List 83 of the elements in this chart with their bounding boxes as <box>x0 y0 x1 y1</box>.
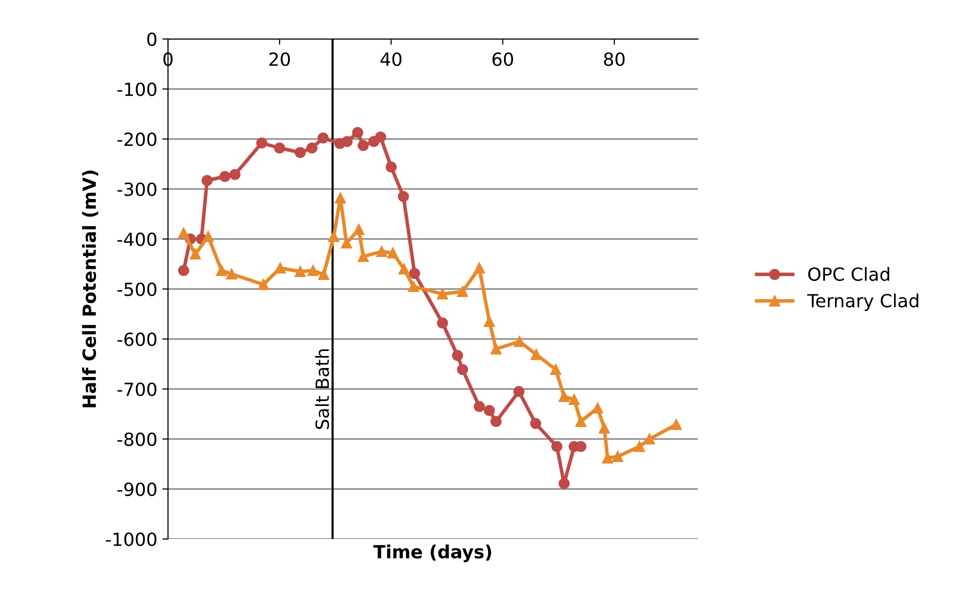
point <box>436 317 448 329</box>
point <box>436 288 448 300</box>
point <box>387 247 398 259</box>
point <box>530 418 542 430</box>
point <box>484 316 495 328</box>
y-tick-label: -500 <box>117 282 156 296</box>
y-tick-label: -700 <box>117 382 156 396</box>
ref-line-label: Salt Bath <box>315 349 330 429</box>
point <box>178 264 190 276</box>
point <box>190 248 201 260</box>
point <box>558 478 570 490</box>
point <box>530 348 542 360</box>
x-tick-label: 60 <box>492 52 514 66</box>
point <box>490 343 502 355</box>
point <box>375 131 386 143</box>
x-tick-label: 80 <box>604 52 625 66</box>
point <box>216 264 228 276</box>
point <box>178 227 190 239</box>
point <box>612 450 624 462</box>
point <box>258 278 269 290</box>
point <box>229 168 241 180</box>
point <box>644 433 656 445</box>
point <box>575 416 586 428</box>
point <box>352 126 364 138</box>
point <box>409 268 420 280</box>
point <box>398 190 409 202</box>
point <box>457 364 468 376</box>
point <box>592 402 604 414</box>
x-tick-label: 20 <box>269 52 290 66</box>
x-axis-title: Time (days) <box>373 544 492 562</box>
point <box>513 386 524 398</box>
point <box>550 364 562 376</box>
y-axis-title: Half Cell Potential (mV) <box>82 170 98 408</box>
point <box>670 418 682 430</box>
point <box>484 404 495 416</box>
point <box>328 230 340 242</box>
point <box>202 230 214 242</box>
y-tick-label: -600 <box>117 332 156 346</box>
legend-label: OPC Clad <box>808 267 890 281</box>
point <box>274 262 286 274</box>
point <box>294 266 306 278</box>
y-tick-label: -300 <box>117 182 156 196</box>
point <box>307 264 319 276</box>
point <box>514 336 526 348</box>
point <box>602 452 614 464</box>
point <box>358 140 369 152</box>
point <box>294 146 306 158</box>
y-tick-label: -200 <box>117 132 156 146</box>
point <box>452 350 464 362</box>
point <box>386 161 397 173</box>
y-tick-label: -800 <box>117 432 156 446</box>
point <box>398 263 410 275</box>
point <box>474 400 485 412</box>
point <box>408 280 420 292</box>
point <box>474 262 485 274</box>
point <box>342 136 353 148</box>
y-tick-label: -100 <box>117 82 156 96</box>
y-tick-label: 0 <box>147 32 156 46</box>
y-tick-label: -900 <box>117 482 156 496</box>
point <box>634 440 645 452</box>
point <box>318 132 329 144</box>
point <box>306 142 318 154</box>
point <box>490 416 502 428</box>
point <box>226 268 238 280</box>
point <box>551 440 562 452</box>
point <box>219 170 230 182</box>
point <box>340 237 352 249</box>
point <box>457 286 468 298</box>
point <box>334 192 346 204</box>
point <box>201 174 213 186</box>
point <box>558 390 570 402</box>
point <box>353 224 364 236</box>
y-tick-label: -400 <box>117 232 156 246</box>
legend-label: Ternary Clad <box>807 294 918 311</box>
x-tick-label: 40 <box>380 52 402 66</box>
point <box>318 268 330 280</box>
y-tick-label: -1000 <box>106 532 156 546</box>
point <box>274 142 286 154</box>
point <box>568 394 580 406</box>
point <box>358 250 369 262</box>
point <box>376 246 388 258</box>
point <box>598 422 610 434</box>
point <box>256 137 268 149</box>
